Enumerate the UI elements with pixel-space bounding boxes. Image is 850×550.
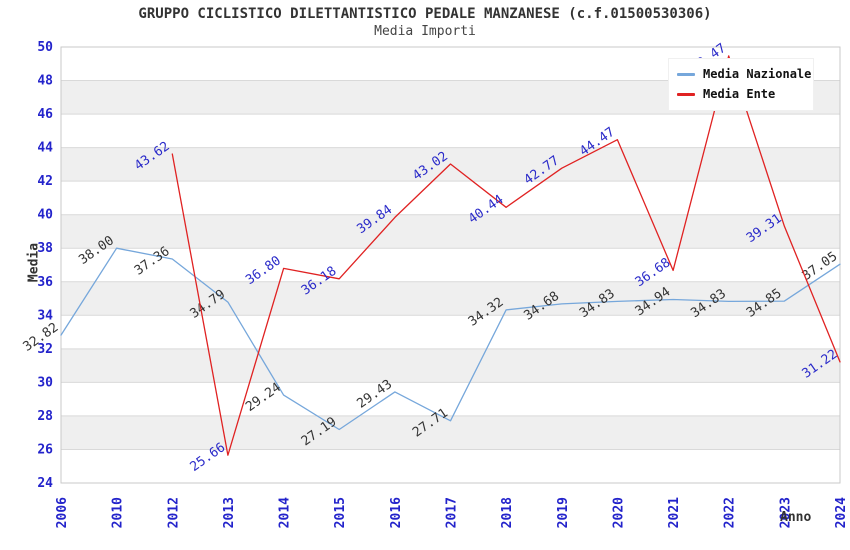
y-tick-label: 50 bbox=[37, 40, 53, 55]
series-line-media-nazionale bbox=[60, 247, 841, 431]
x-tick-label: 2018 bbox=[500, 497, 515, 528]
legend-label-media-nazionale: Media Nazionale bbox=[703, 67, 812, 81]
x-tick-label: 2017 bbox=[445, 497, 460, 528]
y-tick-label: 48 bbox=[37, 74, 53, 89]
series-line-media-ente bbox=[171, 55, 841, 456]
x-tick-label: 2020 bbox=[611, 497, 626, 528]
y-tick-label: 34 bbox=[37, 308, 53, 323]
y-tick-label: 46 bbox=[37, 107, 53, 122]
x-tick-label: 2010 bbox=[111, 497, 126, 528]
grid-band bbox=[61, 415, 840, 450]
plot-border bbox=[60, 46, 841, 484]
x-tick-label: 2012 bbox=[166, 497, 181, 528]
legend-item-media-ente: Media Ente bbox=[677, 84, 805, 104]
x-tick-label: 2024 bbox=[834, 497, 849, 528]
y-tick-label: 24 bbox=[37, 476, 53, 491]
grid-band bbox=[61, 281, 840, 316]
y-tick-label: 32 bbox=[37, 342, 53, 357]
legend-line-swatch-ente-icon bbox=[677, 92, 695, 96]
y-tick-label: 30 bbox=[37, 375, 53, 390]
x-tick-label: 2016 bbox=[389, 497, 404, 528]
legend-item-media-nazionale: Media Nazionale bbox=[677, 64, 811, 84]
x-tick-label: 2006 bbox=[55, 497, 70, 528]
chart-subtitle: Media Importi bbox=[374, 24, 476, 39]
value-label: 37.36 bbox=[132, 244, 173, 279]
grid-band bbox=[61, 214, 840, 249]
legend-label-media-ente: Media Ente bbox=[703, 87, 776, 101]
legend-line-swatch-nazionale-icon bbox=[677, 72, 695, 76]
x-tick-label: 2015 bbox=[333, 497, 348, 528]
x-axis-title: Anno bbox=[780, 510, 812, 525]
y-tick-label: 28 bbox=[37, 409, 53, 424]
y-axis-title: Media bbox=[26, 242, 42, 283]
y-tick-label: 42 bbox=[37, 174, 53, 189]
y-tick-label: 36 bbox=[37, 275, 53, 290]
y-tick-label: 38 bbox=[37, 241, 53, 256]
x-tick-label: 2021 bbox=[667, 497, 682, 528]
x-tick-label: 2019 bbox=[556, 497, 571, 528]
y-tick-label: 40 bbox=[37, 208, 53, 223]
y-tick-label: 26 bbox=[37, 442, 53, 457]
x-tick-label: 2014 bbox=[278, 497, 293, 528]
x-tick-label: 2013 bbox=[222, 497, 237, 528]
chart-title: GRUPPO CICLISTICO DILETTANTISTICO PEDALE… bbox=[138, 6, 712, 22]
x-tick-label: 2023 bbox=[778, 497, 793, 528]
x-tick-label: 2022 bbox=[723, 497, 738, 528]
y-tick-label: 44 bbox=[37, 141, 53, 156]
legend: Media Nazionale Media Ente bbox=[668, 58, 814, 111]
grid-band bbox=[61, 348, 840, 383]
